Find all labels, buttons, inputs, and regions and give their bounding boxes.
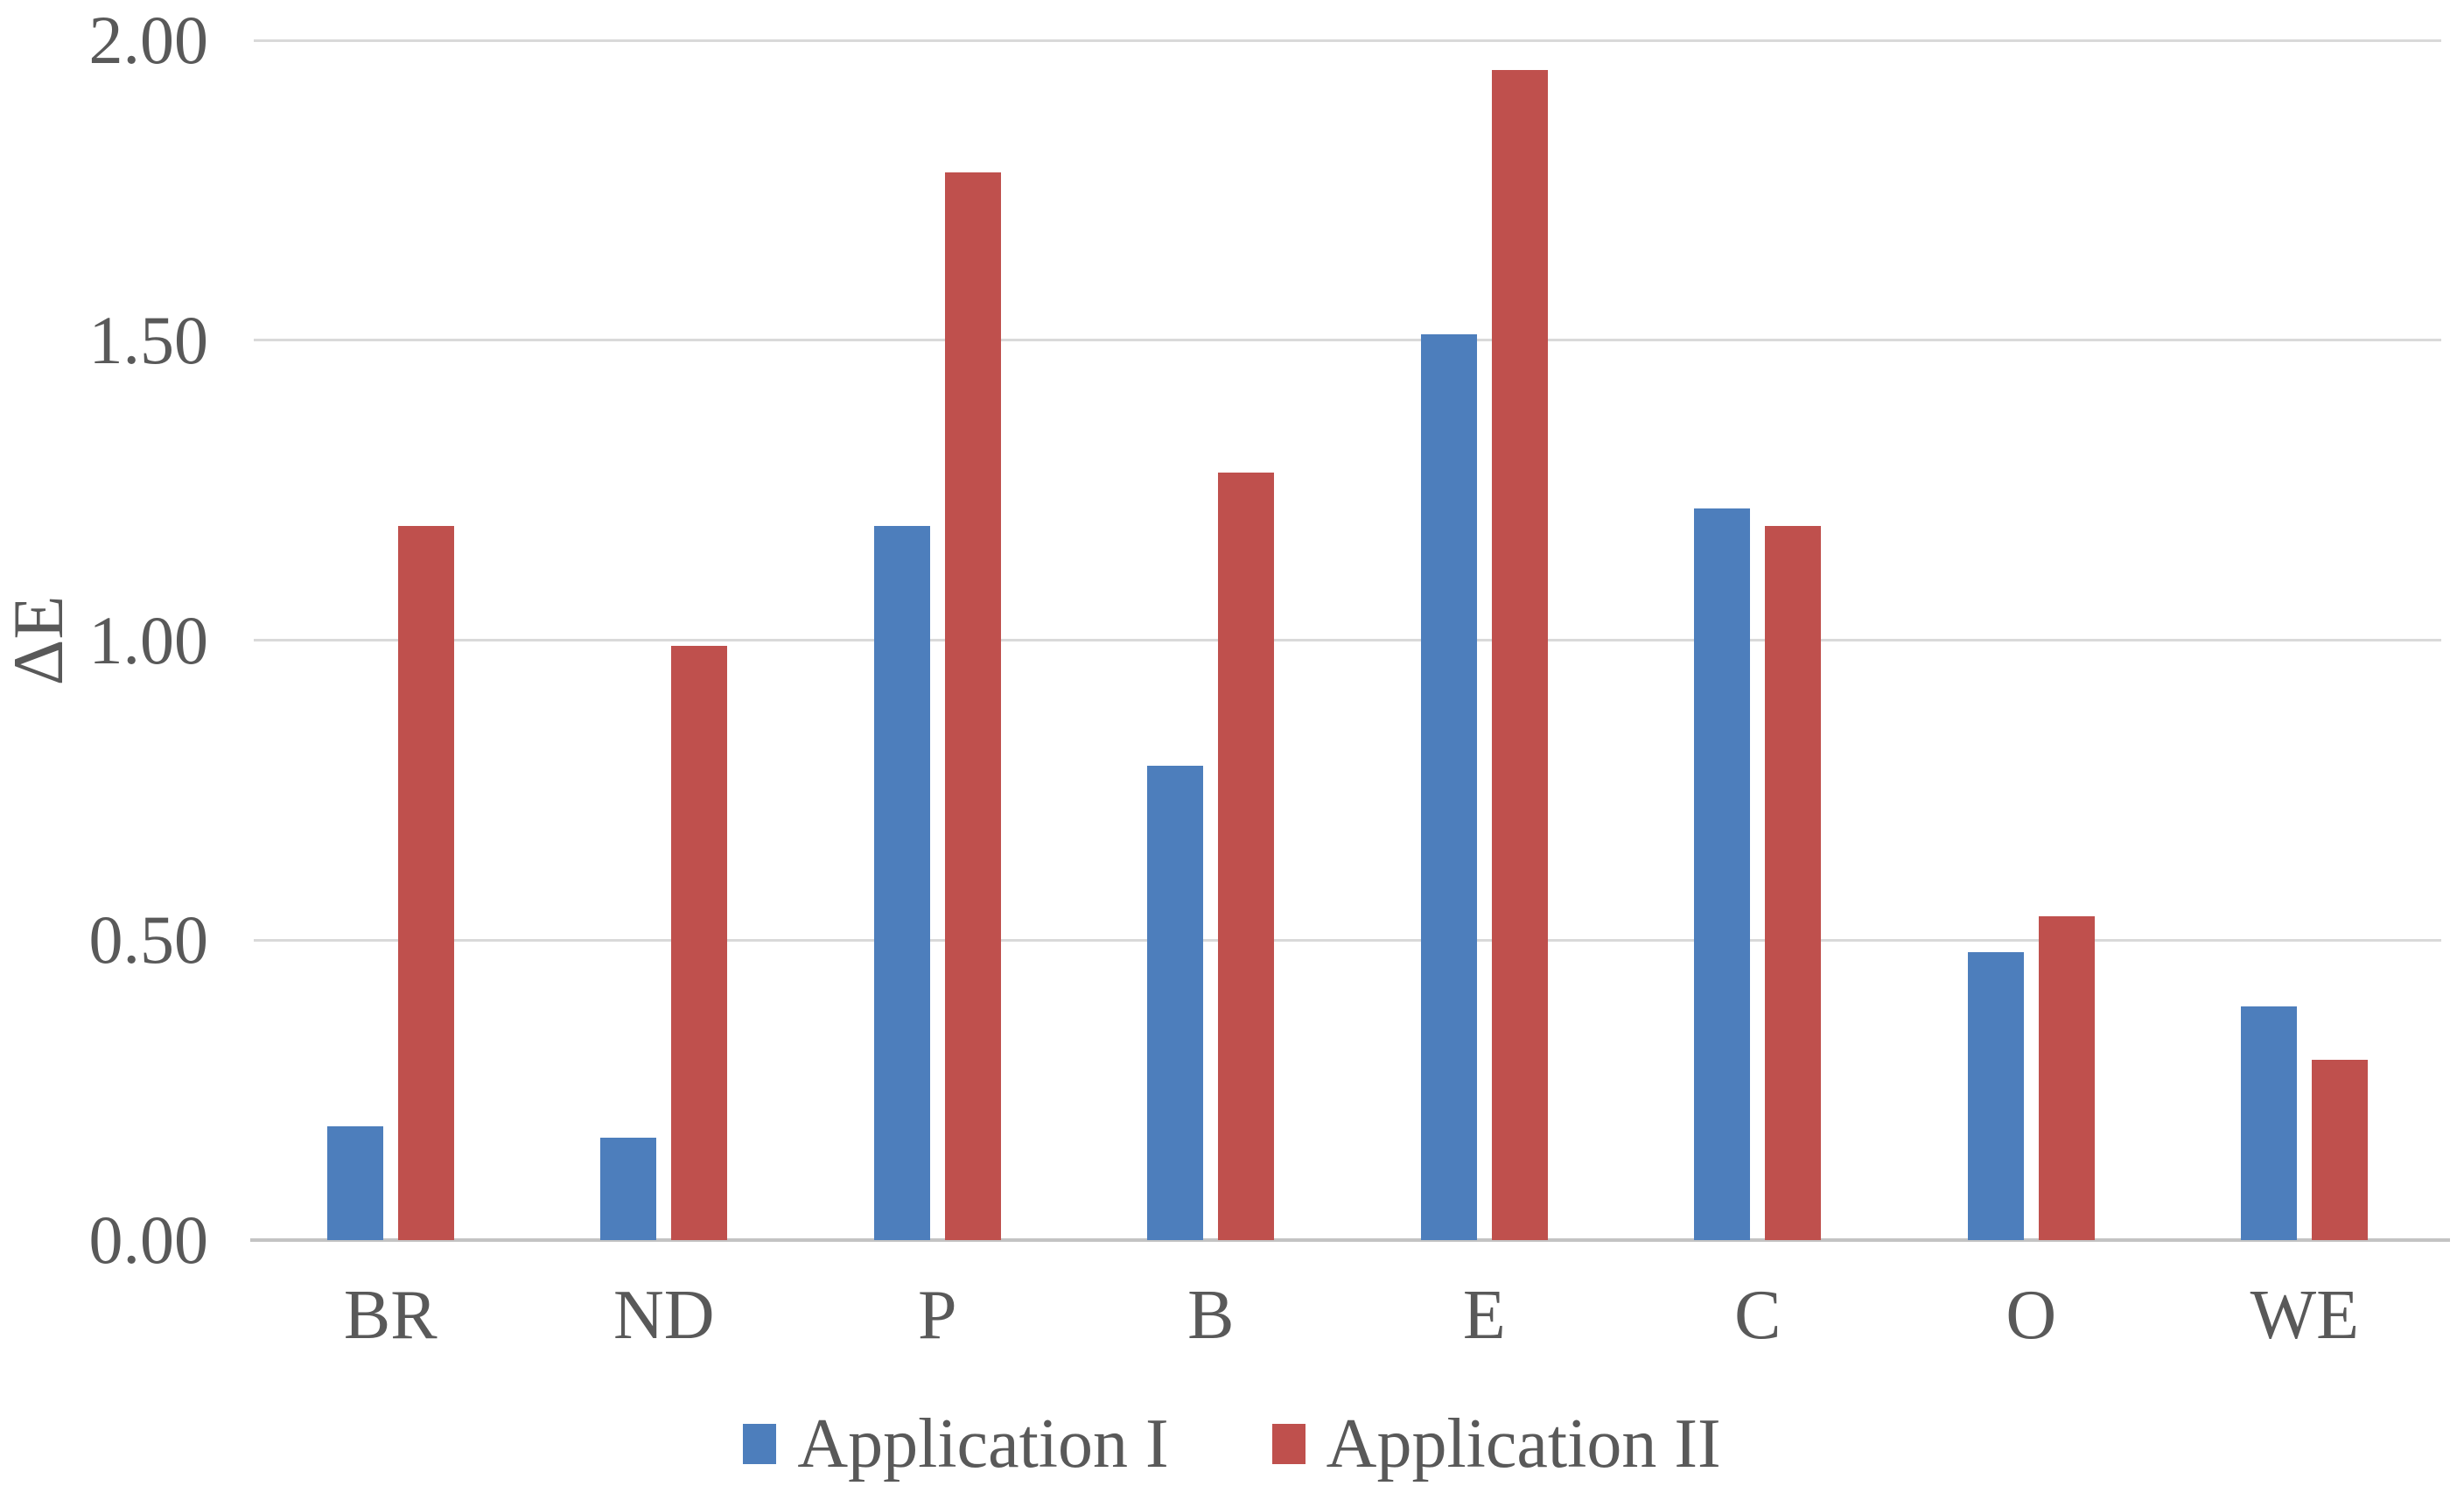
bar-E-application-i: [1420, 333, 1477, 1240]
y-tick-label: 0.00: [88, 1202, 209, 1278]
y-tick-label: 2.00: [88, 2, 209, 78]
x-tick-label: ND: [612, 1277, 715, 1354]
plot-area: [250, 39, 2450, 1242]
x-tick-label: P: [918, 1277, 957, 1354]
bar-ND-application-i: [600, 1138, 657, 1240]
x-tick-label: E: [1462, 1277, 1506, 1354]
bar-O-application-ii: [2038, 915, 2095, 1240]
x-tick-label: B: [1187, 1277, 1235, 1354]
bar-BR-application-i: [326, 1125, 383, 1240]
legend-swatch-application-1: [743, 1424, 777, 1464]
bar-group-E: [1348, 40, 1621, 1240]
x-tick-label: WE: [2250, 1277, 2359, 1354]
legend-label: Application II: [1326, 1405, 1721, 1482]
y-tick-label: 1.50: [88, 301, 209, 378]
legend-swatch-application-2: [1271, 1424, 1306, 1464]
bar-WE-application-ii: [2312, 1060, 2369, 1240]
y-tick-label: 0.50: [88, 901, 209, 978]
bar-B-application-ii: [1218, 472, 1275, 1240]
x-axis-line: [250, 1238, 2450, 1242]
x-tick-label: BR: [343, 1277, 438, 1354]
bar-group-C: [1621, 40, 1895, 1240]
gridline: [254, 39, 2441, 42]
bar-group-ND: [528, 40, 802, 1240]
bar-WE-application-i: [2241, 1006, 2298, 1240]
legend-item: Application II: [1271, 1402, 1721, 1486]
bar-P-application-ii: [944, 172, 1001, 1240]
y-axis-tick-labels: 0.00 0.50 1.00 1.50 2.00: [0, 0, 209, 1493]
x-tick-label: O: [2006, 1277, 2057, 1354]
y-tick-label: 1.00: [88, 601, 209, 678]
bar-O-application-i: [1967, 951, 2024, 1240]
bar-C-application-ii: [1765, 526, 1822, 1240]
legend: Application I Application II: [0, 1402, 2464, 1486]
bar-group-B: [1074, 40, 1348, 1240]
legend-label: Application I: [797, 1405, 1169, 1482]
bar-group-O: [1894, 40, 2168, 1240]
bar-group-P: [801, 40, 1074, 1240]
bar-E-application-ii: [1491, 70, 1548, 1240]
bar-group-WE: [2168, 40, 2442, 1240]
bar-P-application-i: [873, 526, 930, 1240]
bar-BR-application-ii: [397, 526, 454, 1240]
x-tick-label: C: [1734, 1277, 1782, 1354]
gridline: [254, 339, 2441, 342]
gridline: [254, 938, 2441, 942]
bar-B-application-i: [1147, 766, 1204, 1240]
bar-C-application-i: [1694, 508, 1751, 1240]
gridline: [254, 639, 2441, 641]
legend-item: Application I: [743, 1402, 1169, 1486]
bar-group-BR: [254, 40, 528, 1240]
bar-ND-application-ii: [671, 646, 728, 1240]
x-axis-tick-labels: BR ND P B E C O WE: [254, 1276, 2441, 1363]
